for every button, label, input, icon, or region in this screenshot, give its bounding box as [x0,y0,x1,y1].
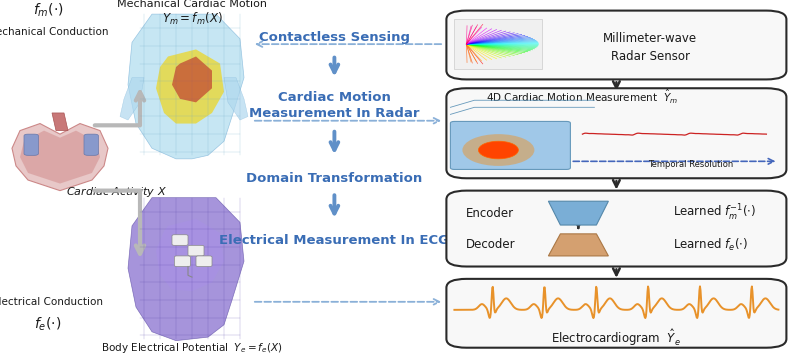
FancyBboxPatch shape [174,256,190,267]
Text: Measurement In Radar: Measurement In Radar [249,107,420,120]
Text: Electrical Conduction: Electrical Conduction [0,297,103,307]
Polygon shape [128,198,244,341]
Polygon shape [52,113,68,131]
Text: Body Electrical Potential  $Y_e = f_e(X)$: Body Electrical Potential $Y_e = f_e(X)$ [102,341,282,353]
Circle shape [478,141,518,159]
Text: Domain Transformation: Domain Transformation [246,172,422,185]
FancyBboxPatch shape [196,256,212,267]
Polygon shape [120,78,144,120]
Text: Learned $f_e(\cdot)$: Learned $f_e(\cdot)$ [673,237,748,253]
Text: Spatial: Spatial [450,144,479,153]
Text: Decoder: Decoder [466,238,515,251]
Polygon shape [172,56,212,102]
Text: Contactless Sensing: Contactless Sensing [259,31,410,43]
Text: Millimeter-wave: Millimeter-wave [603,32,698,45]
Text: Cardiac Motion: Cardiac Motion [278,91,391,103]
Text: Cardiac Activity $X$: Cardiac Activity $X$ [66,185,166,199]
Text: Learned $f_m^{-1}(\cdot)$: Learned $f_m^{-1}(\cdot)$ [673,203,756,223]
Polygon shape [128,14,244,159]
FancyBboxPatch shape [446,191,786,267]
FancyBboxPatch shape [446,11,786,79]
Polygon shape [156,219,224,291]
FancyBboxPatch shape [446,279,786,348]
Polygon shape [20,131,100,184]
Text: Encoder: Encoder [466,207,514,220]
Polygon shape [549,201,609,225]
Text: Mechanical Cardiac Motion: Mechanical Cardiac Motion [117,0,267,8]
Text: Temporal Resolution: Temporal Resolution [648,160,733,169]
Polygon shape [224,78,248,120]
Text: Resolution: Resolution [450,154,494,163]
Circle shape [462,134,534,166]
Text: $f_m(\cdot)$: $f_m(\cdot)$ [33,2,63,19]
Text: $f_e(\cdot)$: $f_e(\cdot)$ [34,315,62,333]
Text: Electrical Measurement In ECG: Electrical Measurement In ECG [219,234,450,246]
FancyBboxPatch shape [172,235,188,245]
Polygon shape [549,234,609,256]
Text: Mechanical Conduction: Mechanical Conduction [0,27,109,37]
FancyBboxPatch shape [188,245,204,256]
FancyBboxPatch shape [446,88,786,178]
Polygon shape [156,49,224,124]
FancyBboxPatch shape [24,134,38,155]
Polygon shape [454,19,542,69]
FancyBboxPatch shape [450,121,570,169]
FancyBboxPatch shape [84,134,98,155]
Text: $Y_m = f_m(X)$: $Y_m = f_m(X)$ [162,11,222,27]
Text: 4D Cardiac Motion Measurement  $\hat{Y}_m$: 4D Cardiac Motion Measurement $\hat{Y}_m… [486,88,678,106]
Text: Radar Sensor: Radar Sensor [611,50,690,63]
Polygon shape [12,124,108,191]
Text: Electrocardiogram  $\hat{Y}_e$: Electrocardiogram $\hat{Y}_e$ [551,327,682,348]
